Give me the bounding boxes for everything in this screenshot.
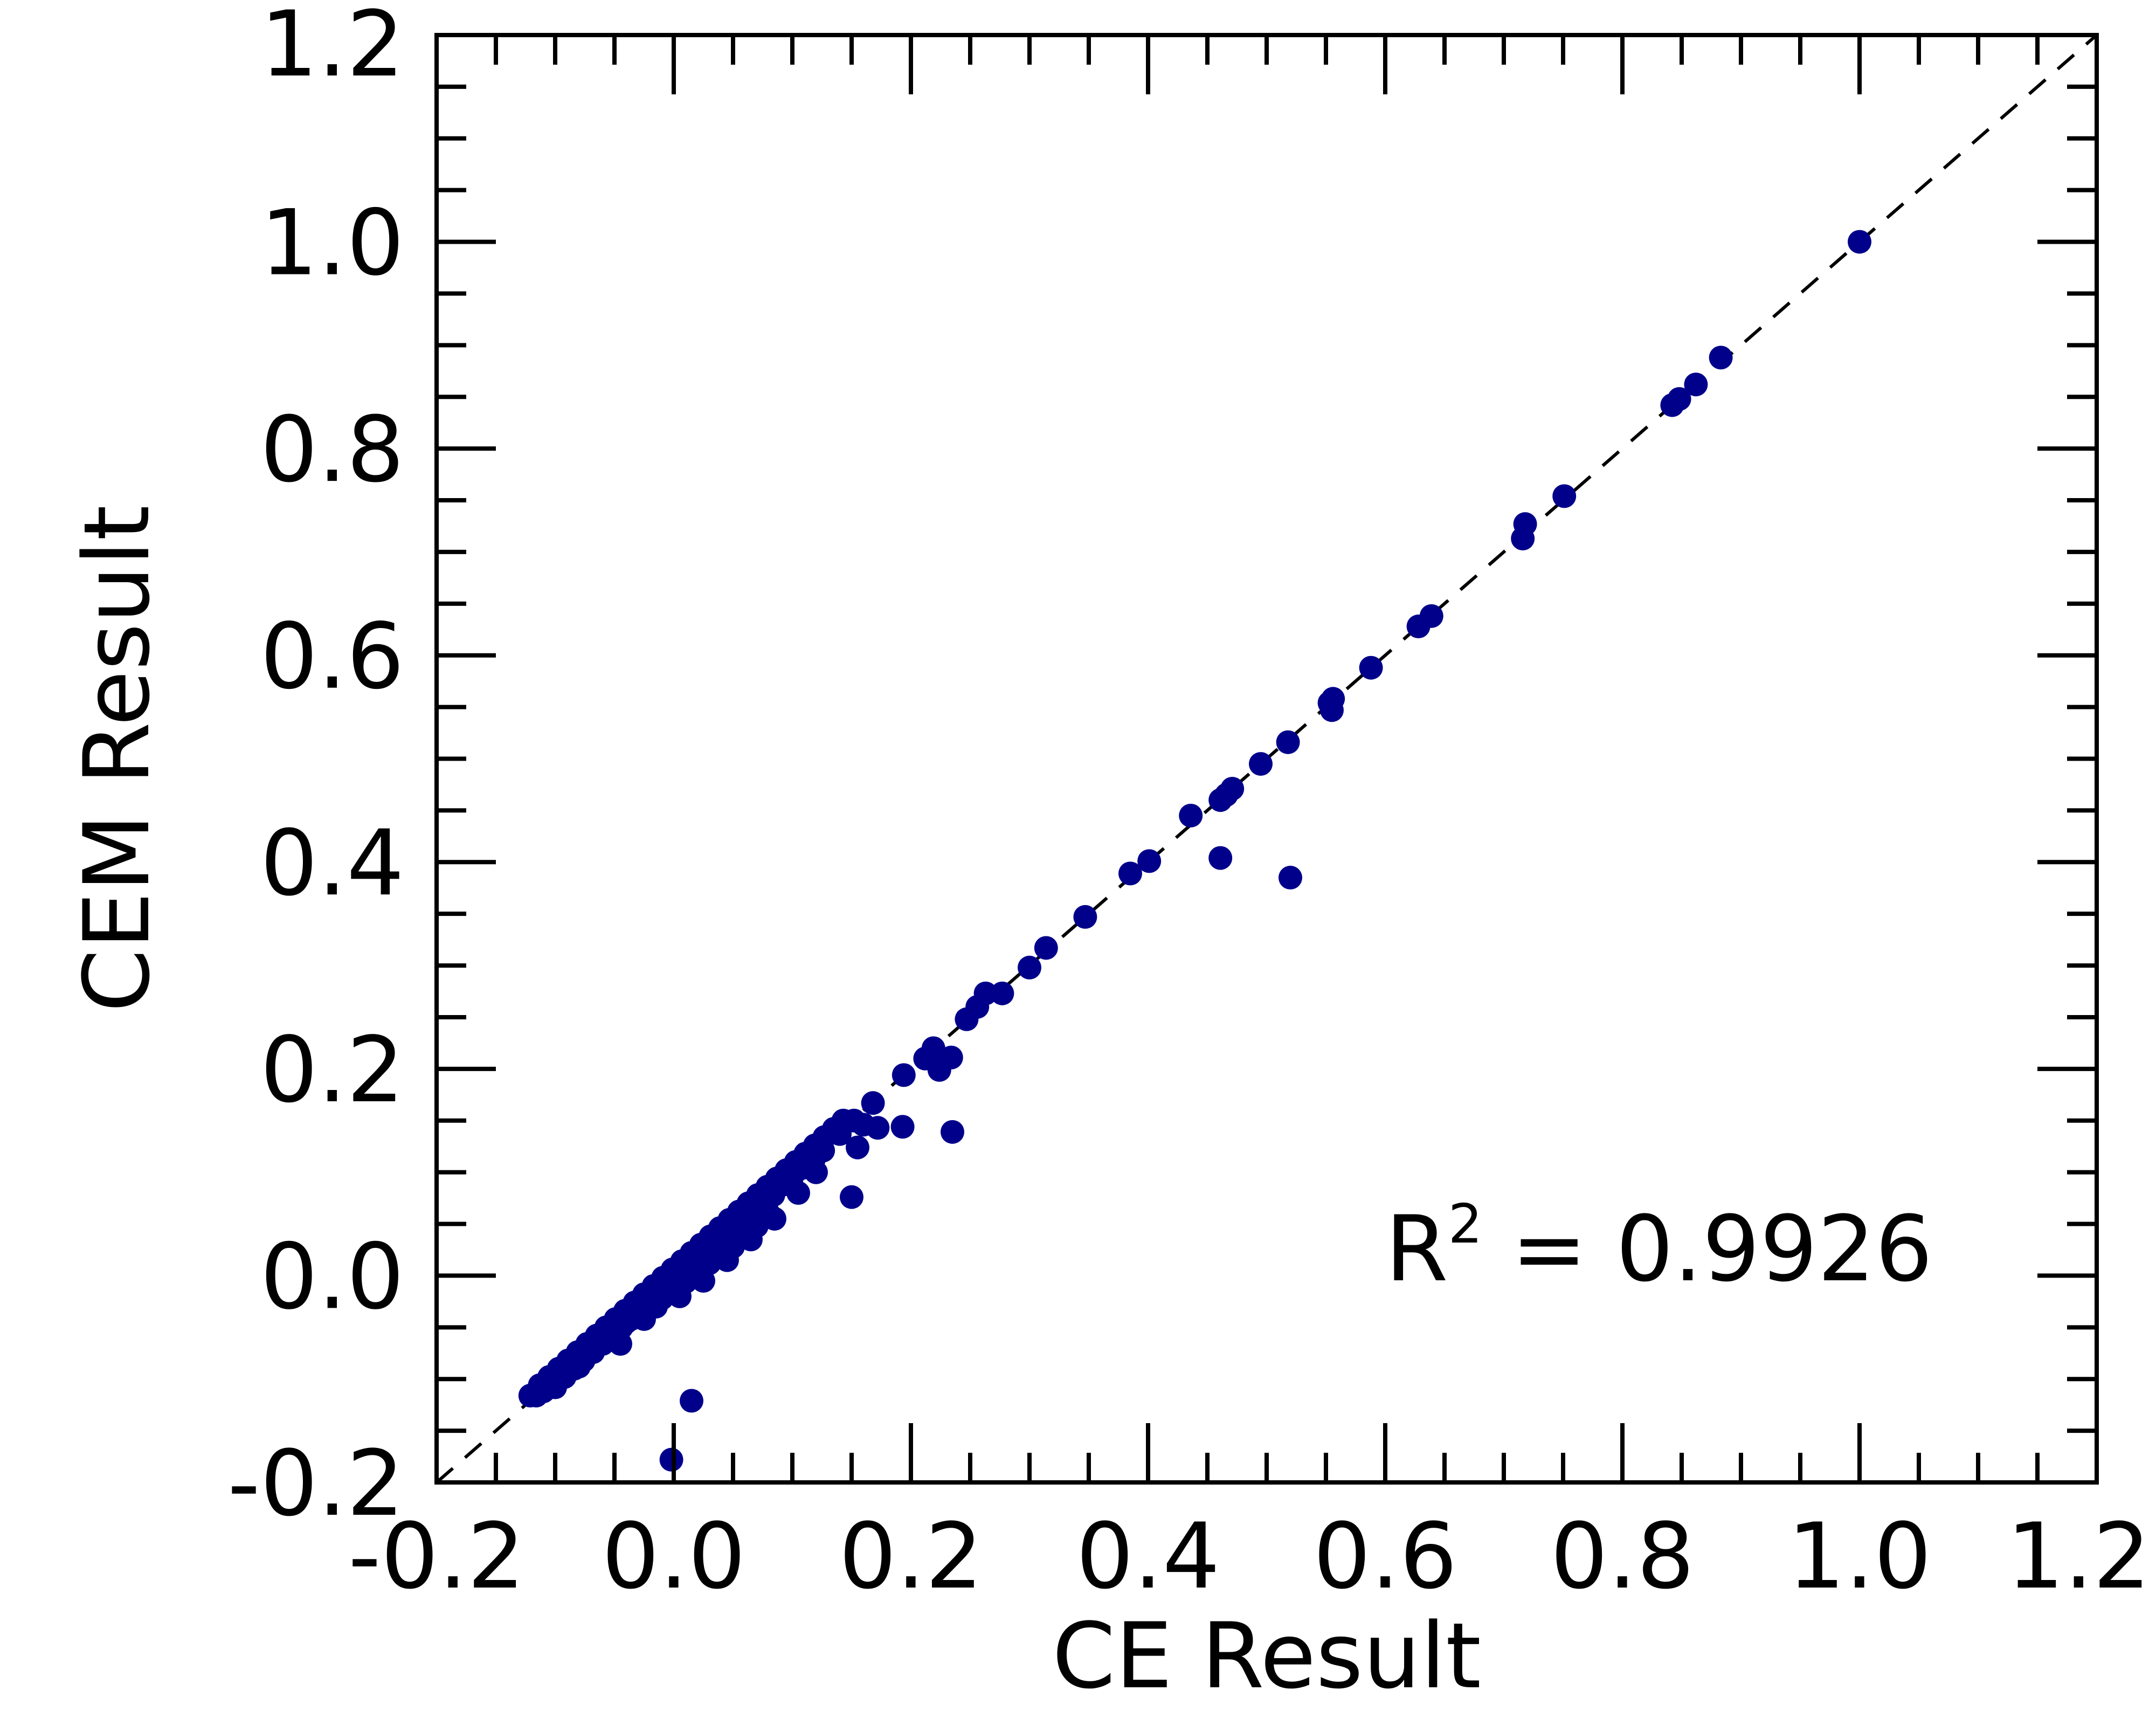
x-tick-label: -0.2 bbox=[348, 1503, 525, 1609]
y-tick-label: 0.6 bbox=[260, 604, 404, 709]
y-tick-label: 0.8 bbox=[260, 397, 404, 502]
data-points bbox=[518, 230, 1871, 1472]
data-point bbox=[1137, 849, 1162, 873]
data-point bbox=[892, 1063, 916, 1087]
data-point bbox=[1208, 788, 1233, 812]
x-axis-label: CE Result bbox=[1052, 1603, 1481, 1709]
y-tick-label: 0.0 bbox=[260, 1224, 404, 1329]
data-point bbox=[955, 1007, 979, 1031]
y-tick-label: -0.2 bbox=[227, 1431, 404, 1536]
x-tick-label: 1.0 bbox=[1787, 1503, 1931, 1609]
x-tick-label: 1.2 bbox=[2007, 1503, 2151, 1609]
data-point bbox=[941, 1120, 964, 1144]
data-point bbox=[1018, 955, 1041, 979]
y-tick-label: 0.4 bbox=[260, 810, 404, 916]
data-point bbox=[567, 1355, 591, 1379]
data-point bbox=[543, 1375, 567, 1399]
r-squared-annotation: R2 = 0.9926 bbox=[1385, 1192, 1933, 1302]
r-squared-base: R bbox=[1385, 1196, 1448, 1302]
data-point bbox=[804, 1160, 828, 1184]
r-squared-superscript: 2 bbox=[1448, 1192, 1483, 1255]
data-point bbox=[786, 1181, 810, 1205]
data-point bbox=[861, 1091, 885, 1115]
data-point bbox=[1208, 846, 1233, 870]
data-point bbox=[831, 1108, 855, 1133]
x-tick-labels: -0.2 0.0 0.2 0.4 0.6 0.8 1.0 1.2 bbox=[348, 1503, 2151, 1609]
data-point bbox=[692, 1269, 715, 1293]
y-tick-labels: -0.2 0.0 0.2 0.4 0.6 0.8 1.0 1.2 bbox=[227, 0, 404, 1536]
data-point bbox=[846, 1135, 869, 1160]
data-point bbox=[1848, 230, 1871, 254]
data-point bbox=[840, 1185, 863, 1209]
data-point bbox=[1279, 866, 1302, 890]
x-tick-label: 0.6 bbox=[1313, 1503, 1457, 1609]
plot-frame bbox=[434, 33, 2099, 1485]
data-point bbox=[1179, 803, 1203, 827]
data-point bbox=[659, 1447, 683, 1472]
data-point bbox=[1684, 372, 1708, 397]
data-point bbox=[763, 1206, 786, 1231]
data-point bbox=[1249, 752, 1273, 776]
data-point bbox=[890, 1115, 915, 1139]
x-tick-label: 0.0 bbox=[602, 1503, 745, 1609]
x-tick-label: 0.4 bbox=[1076, 1503, 1220, 1609]
data-point bbox=[1320, 698, 1344, 722]
data-point bbox=[1276, 730, 1300, 754]
data-point bbox=[1406, 615, 1431, 639]
data-point bbox=[913, 1046, 937, 1071]
data-point bbox=[1660, 393, 1684, 417]
y-axis-label: CEM Result bbox=[64, 505, 170, 1012]
y-tick-label: 0.2 bbox=[260, 1017, 404, 1123]
data-point bbox=[609, 1332, 632, 1356]
data-point bbox=[1709, 346, 1733, 370]
data-point bbox=[644, 1294, 668, 1319]
data-point bbox=[990, 981, 1014, 1005]
data-point bbox=[1118, 861, 1142, 886]
x-tick-label: 0.2 bbox=[839, 1503, 983, 1609]
data-point bbox=[1511, 526, 1535, 550]
data-point bbox=[715, 1248, 739, 1272]
r-squared-value: = 0.9926 bbox=[1482, 1196, 1932, 1302]
y-tick-label: 1.0 bbox=[260, 190, 404, 296]
data-point bbox=[739, 1227, 763, 1252]
data-point bbox=[1073, 905, 1097, 929]
data-point bbox=[1359, 656, 1383, 680]
data-point bbox=[1552, 484, 1577, 508]
y-tick-label: 1.2 bbox=[260, 0, 404, 97]
data-point bbox=[668, 1284, 692, 1308]
x-tick-label: 0.8 bbox=[1550, 1503, 1694, 1609]
data-point bbox=[1034, 936, 1058, 960]
data-point bbox=[680, 1389, 703, 1413]
